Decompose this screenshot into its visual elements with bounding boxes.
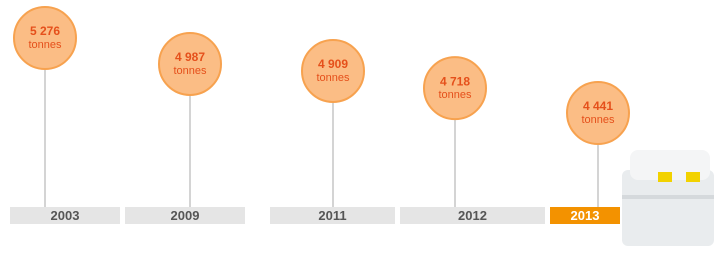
value-label: 4 718	[440, 74, 470, 88]
unit-label: tonnes	[316, 72, 350, 84]
chart: 200320092011201220135 276tonnes4 987tonn…	[0, 0, 717, 253]
unit-label: tonnes	[581, 114, 615, 126]
year-label: 2009	[171, 208, 200, 223]
value-label: 5 276	[30, 24, 60, 38]
unit-label: tonnes	[438, 89, 472, 101]
year-label: 2003	[51, 208, 80, 223]
container-illustration	[622, 150, 714, 246]
year-label: 2013	[571, 208, 600, 223]
value-label: 4 441	[583, 99, 613, 113]
year-label: 2011	[318, 208, 346, 223]
year-label: 2012	[458, 208, 487, 223]
value-label: 4 987	[175, 50, 205, 64]
unit-label: tonnes	[28, 39, 62, 51]
unit-label: tonnes	[173, 65, 207, 77]
value-label: 4 909	[318, 57, 348, 71]
